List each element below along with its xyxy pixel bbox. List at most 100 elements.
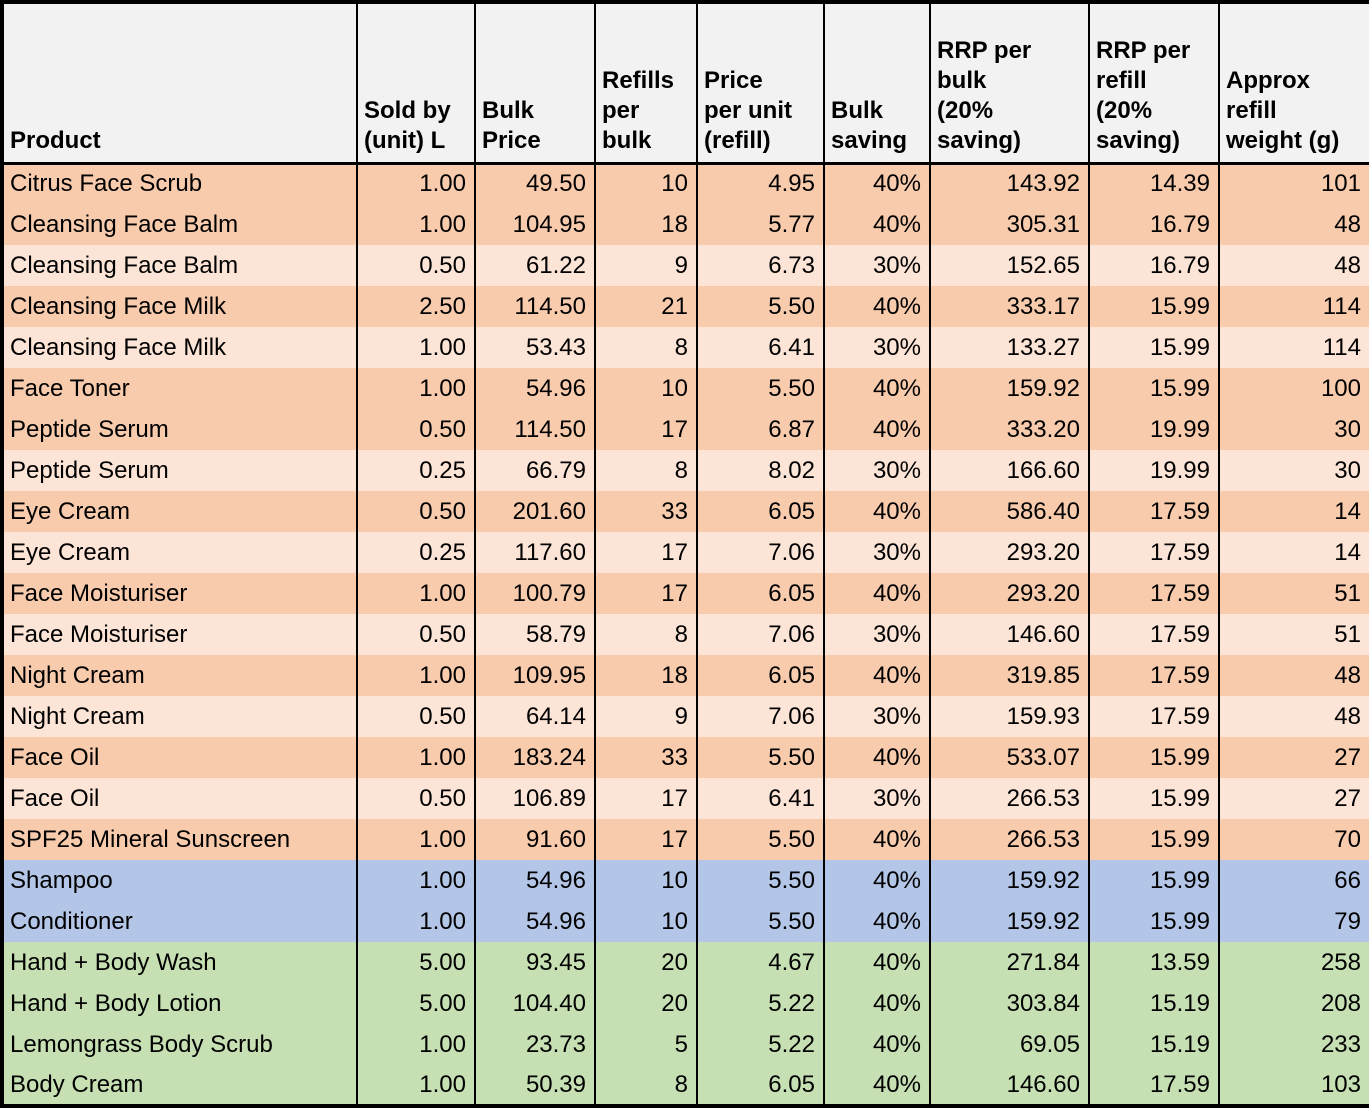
value-cell: 5.50 <box>696 901 825 942</box>
value-cell: 53.43 <box>474 327 596 368</box>
value-cell: 1.00 <box>356 327 476 368</box>
value-cell: 258 <box>1218 942 1369 983</box>
value-cell: 114 <box>1218 327 1369 368</box>
table-row: Hand + Body Wash 5.00 93.45 20 4.67 40% 271.84… <box>1 942 1369 983</box>
value-cell: 40% <box>823 1065 931 1106</box>
value-cell: 2.50 <box>356 286 476 327</box>
value-cell: 48 <box>1218 655 1369 696</box>
value-cell: 0.25 <box>356 450 476 491</box>
value-cell: 40% <box>823 409 931 450</box>
column-header-refills-per-bulk: Refills per bulk <box>594 2 698 165</box>
value-cell: 48 <box>1218 204 1369 245</box>
value-cell: 19.99 <box>1088 409 1220 450</box>
column-header-bulk-price: Bulk Price <box>474 2 596 165</box>
value-cell: 201.60 <box>474 491 596 532</box>
value-cell: 159.92 <box>929 368 1090 409</box>
value-cell: 104.95 <box>474 204 596 245</box>
header-row: Product Sold by (unit) L Bulk Price Refi… <box>1 2 1369 165</box>
value-cell: 0.25 <box>356 532 476 573</box>
value-cell: 0.50 <box>356 778 476 819</box>
value-cell: 93.45 <box>474 942 596 983</box>
value-cell: 58.79 <box>474 614 596 655</box>
value-cell: 266.53 <box>929 819 1090 860</box>
value-cell: 1.00 <box>356 737 476 778</box>
value-cell: 14 <box>1218 491 1369 532</box>
value-cell: 70 <box>1218 819 1369 860</box>
table-row: Night Cream 1.00 109.95 18 6.05 40% 319.85 17.5… <box>1 655 1369 696</box>
value-cell: 1.00 <box>356 204 476 245</box>
value-cell: 4.67 <box>696 942 825 983</box>
value-cell: 100.79 <box>474 573 596 614</box>
value-cell: 133.27 <box>929 327 1090 368</box>
value-cell: 166.60 <box>929 450 1090 491</box>
value-cell: 20 <box>594 983 698 1024</box>
value-cell: 50.39 <box>474 1065 596 1106</box>
value-cell: 1.00 <box>356 163 476 204</box>
value-cell: 152.65 <box>929 245 1090 286</box>
value-cell: 10 <box>594 368 698 409</box>
value-cell: 1.00 <box>356 1024 476 1065</box>
value-cell: 33 <box>594 737 698 778</box>
value-cell: 27 <box>1218 737 1369 778</box>
table-row: Face Oil 0.50 106.89 17 6.41 30% 266.53 15.99 27 <box>1 778 1369 819</box>
value-cell: 146.60 <box>929 614 1090 655</box>
value-cell: 0.50 <box>356 491 476 532</box>
value-cell: 159.93 <box>929 696 1090 737</box>
value-cell: 9 <box>594 245 698 286</box>
value-cell: 51 <box>1218 573 1369 614</box>
product-name-cell: Night Cream <box>1 696 358 737</box>
value-cell: 30 <box>1218 409 1369 450</box>
value-cell: 8 <box>594 450 698 491</box>
value-cell: 114.50 <box>474 286 596 327</box>
value-cell: 5.50 <box>696 860 825 901</box>
table-row: Cleansing Face Milk 1.00 53.43 8 6.41 30% 133.… <box>1 327 1369 368</box>
value-cell: 104.40 <box>474 983 596 1024</box>
product-name-cell: Cleansing Face Balm <box>1 204 358 245</box>
value-cell: 49.50 <box>474 163 596 204</box>
value-cell: 1.00 <box>356 573 476 614</box>
value-cell: 30% <box>823 614 931 655</box>
value-cell: 40% <box>823 860 931 901</box>
value-cell: 0.50 <box>356 245 476 286</box>
value-cell: 17.59 <box>1088 1065 1220 1106</box>
value-cell: 114 <box>1218 286 1369 327</box>
value-cell: 100 <box>1218 368 1369 409</box>
value-cell: 159.92 <box>929 901 1090 942</box>
value-cell: 40% <box>823 942 931 983</box>
table-body: Citrus Face Scrub 1.00 49.50 10 4.95 40% 143.9… <box>1 163 1369 1106</box>
value-cell: 69.05 <box>929 1024 1090 1065</box>
value-cell: 16.79 <box>1088 204 1220 245</box>
value-cell: 30 <box>1218 450 1369 491</box>
value-cell: 17 <box>594 778 698 819</box>
value-cell: 15.99 <box>1088 860 1220 901</box>
table-row: SPF25 Mineral Sunscreen 1.00 91.60 17 5.50 40… <box>1 819 1369 860</box>
value-cell: 1.00 <box>356 655 476 696</box>
value-cell: 6.05 <box>696 1065 825 1106</box>
value-cell: 101 <box>1218 163 1369 204</box>
value-cell: 8.02 <box>696 450 825 491</box>
table-row: Face Oil 1.00 183.24 33 5.50 40% 533.07 15.99 27 <box>1 737 1369 778</box>
value-cell: 114.50 <box>474 409 596 450</box>
value-cell: 64.14 <box>474 696 596 737</box>
table-row: Peptide Serum 0.25 66.79 8 8.02 30% 166.60 19.9… <box>1 450 1369 491</box>
value-cell: 7.06 <box>696 614 825 655</box>
value-cell: 40% <box>823 819 931 860</box>
table-row: Face Moisturiser 0.50 58.79 8 7.06 30% 146.60 1… <box>1 614 1369 655</box>
value-cell: 333.20 <box>929 409 1090 450</box>
value-cell: 40% <box>823 163 931 204</box>
value-cell: 40% <box>823 204 931 245</box>
value-cell: 27 <box>1218 778 1369 819</box>
value-cell: 40% <box>823 1024 931 1065</box>
value-cell: 208 <box>1218 983 1369 1024</box>
value-cell: 6.05 <box>696 491 825 532</box>
value-cell: 266.53 <box>929 778 1090 819</box>
value-cell: 15.99 <box>1088 327 1220 368</box>
column-header-sold-by-unit: Sold by (unit) L <box>356 2 476 165</box>
table-row: Peptide Serum 0.50 114.50 17 6.87 40% 333.20 19… <box>1 409 1369 450</box>
value-cell: 106.89 <box>474 778 596 819</box>
column-header-bulk-saving: Bulk saving <box>823 2 931 165</box>
value-cell: 40% <box>823 368 931 409</box>
value-cell: 6.73 <box>696 245 825 286</box>
value-cell: 5.50 <box>696 368 825 409</box>
